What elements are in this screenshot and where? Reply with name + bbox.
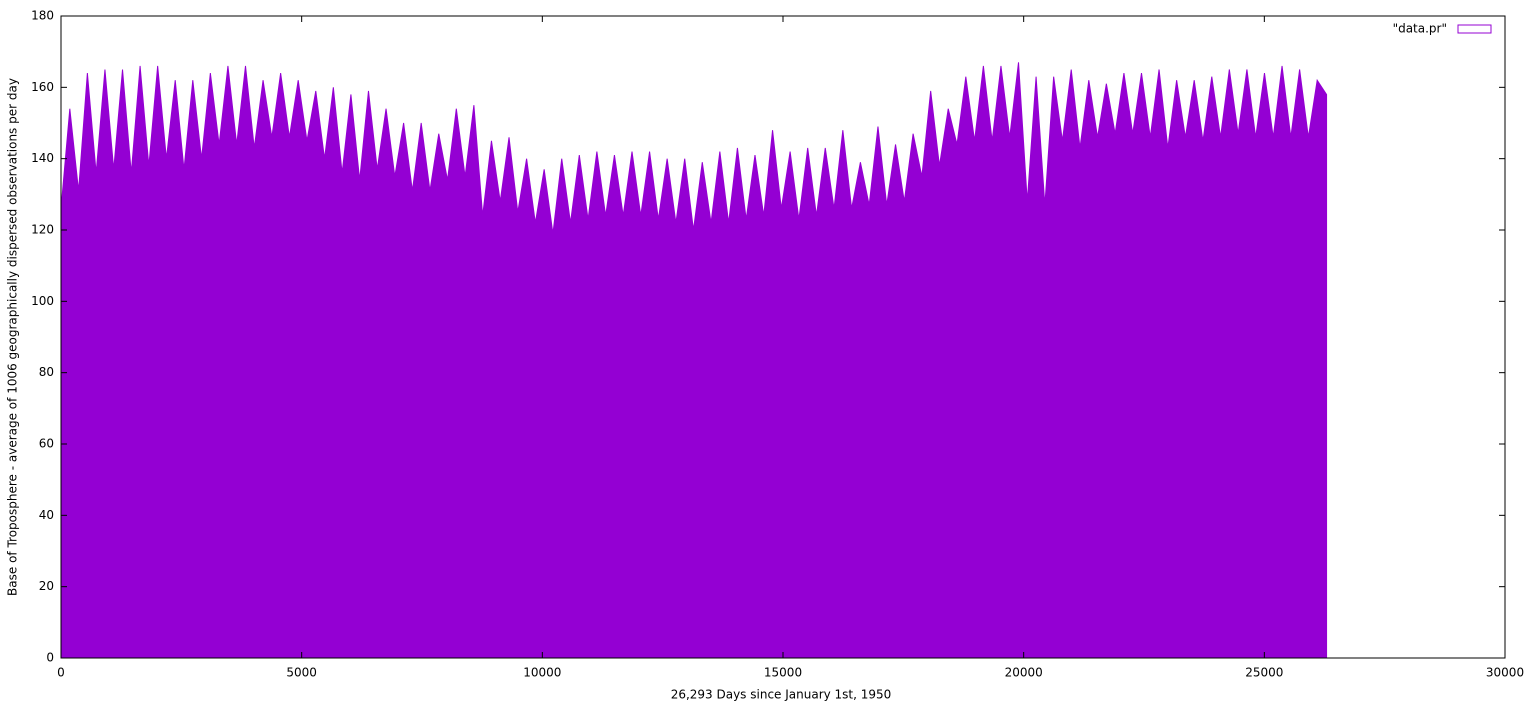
y-tick-label: 40 bbox=[39, 508, 54, 522]
x-tick-label: 25000 bbox=[1245, 666, 1283, 680]
x-tick-label: 0 bbox=[57, 666, 65, 680]
x-tick-label: 20000 bbox=[1005, 666, 1043, 680]
legend-label: "data.pr" bbox=[1393, 22, 1447, 36]
y-tick-label: 60 bbox=[39, 437, 54, 451]
y-tick-label: 100 bbox=[31, 294, 54, 308]
area bbox=[60, 62, 1328, 659]
y-tick-label: 120 bbox=[31, 223, 54, 237]
y-axis-label: Base of Troposphere - average of 1006 ge… bbox=[6, 78, 20, 596]
legend-swatch bbox=[1457, 24, 1492, 34]
y-tick-label: 160 bbox=[31, 80, 54, 94]
y-tick-label: 20 bbox=[39, 579, 54, 593]
y-tick-label: 140 bbox=[31, 151, 54, 165]
y-tick-label: 0 bbox=[46, 651, 54, 665]
x-axis-label: 26,293 Days since January 1st, 1950 bbox=[671, 688, 892, 702]
x-tick-label: 10000 bbox=[523, 666, 561, 680]
x-tick-label: 15000 bbox=[764, 666, 802, 680]
y-tick-label: 180 bbox=[31, 9, 54, 23]
x-tick-label: 5000 bbox=[286, 666, 317, 680]
y-tick-label: 80 bbox=[39, 365, 54, 379]
x-tick-label: 30000 bbox=[1486, 666, 1524, 680]
